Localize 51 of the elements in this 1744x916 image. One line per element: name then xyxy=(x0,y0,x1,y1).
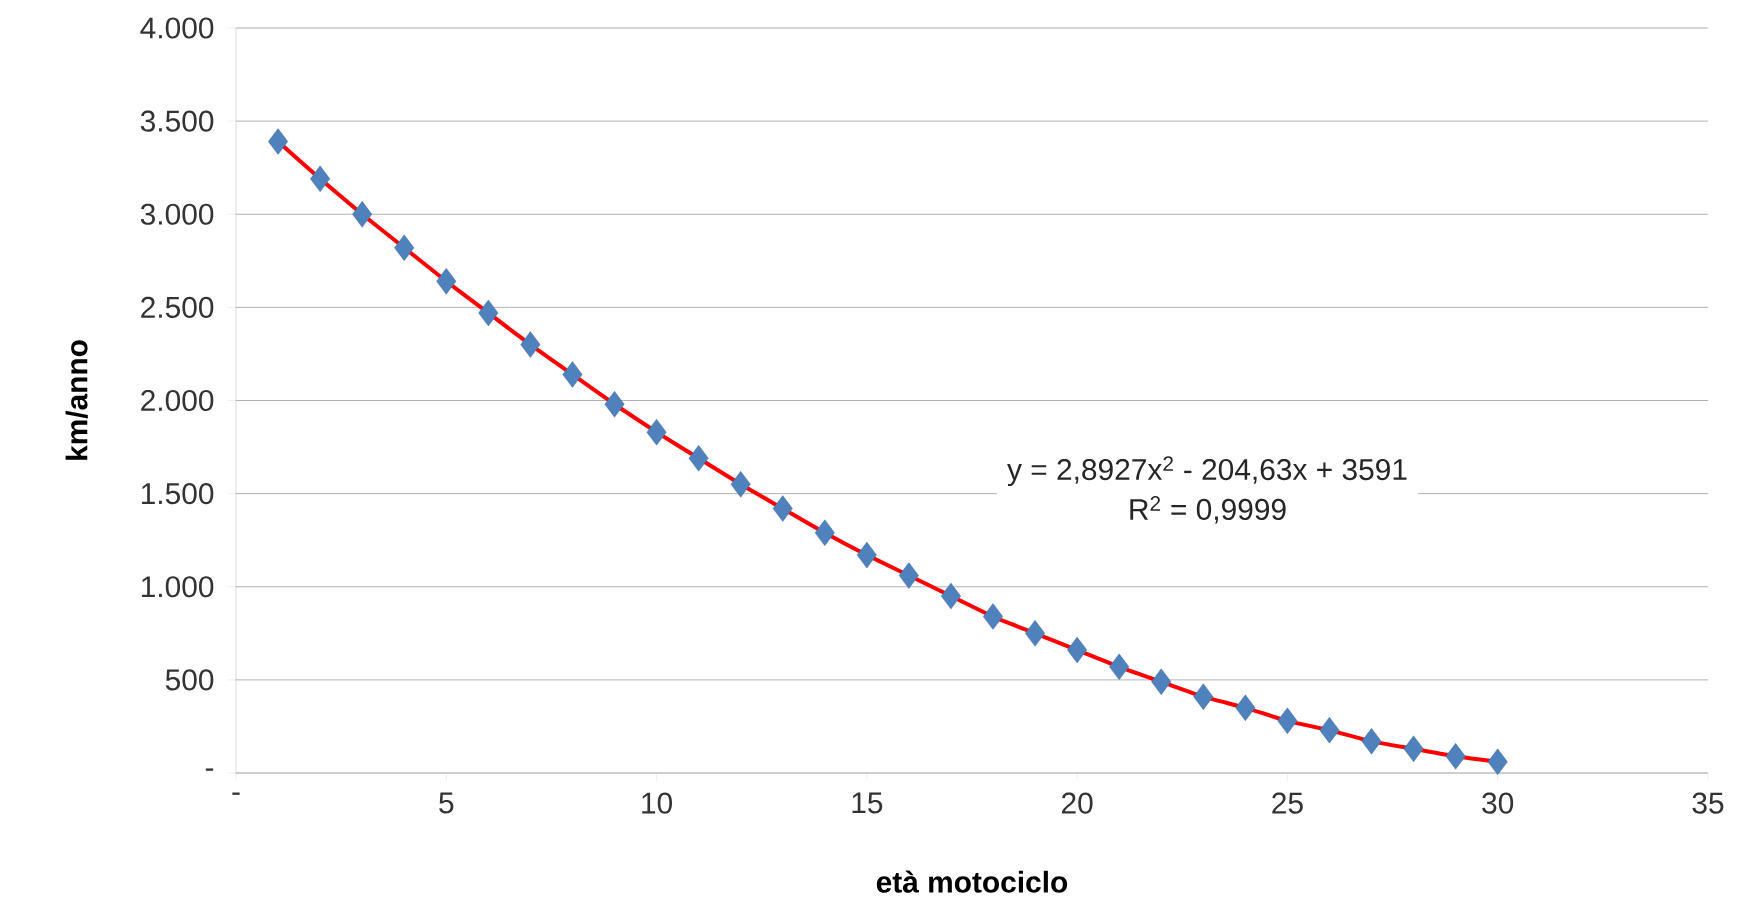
y-axis-title: km/anno xyxy=(65,340,88,460)
point xyxy=(394,234,415,261)
y-tick-label: 2.500 xyxy=(141,296,214,318)
point xyxy=(604,391,625,418)
y-tick-label: 3.000 xyxy=(140,203,214,225)
x-tick-label: 25 xyxy=(1272,792,1303,814)
point xyxy=(436,268,457,295)
point xyxy=(478,299,499,327)
annotation: R$^{2}$ = 0,9999 xyxy=(1130,496,1286,524)
y-tick-label: 1.500 xyxy=(141,483,214,505)
x-tick-label: 10 xyxy=(642,792,673,814)
point xyxy=(814,519,835,546)
point xyxy=(1403,735,1424,762)
x-tick-label: 35 xyxy=(1692,792,1724,814)
point xyxy=(1445,743,1466,770)
point xyxy=(1151,668,1172,695)
point xyxy=(1361,728,1382,755)
point xyxy=(1193,683,1214,710)
point xyxy=(1025,620,1046,647)
point xyxy=(1235,694,1256,722)
y-tick-label: 500 xyxy=(165,669,214,691)
point xyxy=(352,201,373,228)
point xyxy=(1109,653,1130,681)
point xyxy=(688,445,709,472)
point xyxy=(941,582,961,610)
y-tick-label: 1.000 xyxy=(141,576,214,598)
y-tick-label: 3.500 xyxy=(140,110,214,132)
x-tick-label: 30 xyxy=(1482,792,1514,814)
point xyxy=(1487,748,1508,776)
x-tick-label: - xyxy=(232,792,240,795)
point xyxy=(983,603,1003,630)
point xyxy=(562,361,583,388)
x-axis-title: età motociclo xyxy=(876,870,1068,893)
point xyxy=(646,418,667,446)
point xyxy=(310,165,331,193)
point xyxy=(1067,636,1088,664)
point xyxy=(898,562,919,589)
annotation: y = 2,8927x$^{2}$ - 204,63x + 3591 xyxy=(1007,456,1407,487)
point xyxy=(856,541,877,569)
point xyxy=(1277,707,1298,735)
point xyxy=(1319,716,1340,744)
point xyxy=(520,331,541,358)
x-tick-label: 15 xyxy=(852,792,883,814)
x-tick-label: 20 xyxy=(1062,792,1093,814)
y-tick-label: 4.000 xyxy=(140,17,214,39)
point xyxy=(730,471,751,498)
point xyxy=(772,495,793,522)
y-tick-label: 2.000 xyxy=(141,389,214,412)
y-tick-label: - xyxy=(205,768,214,771)
x-tick-label: 5 xyxy=(439,792,454,814)
point xyxy=(268,128,289,155)
